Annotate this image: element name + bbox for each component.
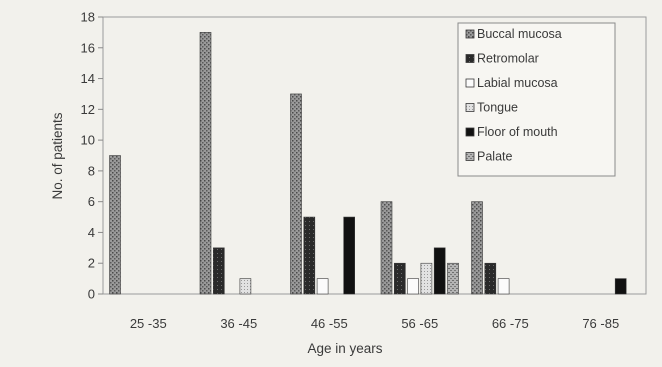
bar-labial-mucosa-5 — [497, 278, 510, 295]
legend-swatch — [465, 54, 475, 63]
bar-buccal-mucosa-3 — [290, 93, 302, 295]
y-axis-title: No. of patients — [50, 112, 65, 199]
bar-retromolar-3 — [303, 216, 316, 295]
bar-buccal-mucosa-5 — [471, 201, 483, 295]
bar-retromolar-4 — [393, 262, 406, 295]
x-tick-label: 56 -65 — [401, 316, 438, 331]
x-tick-label: 36 -45 — [220, 316, 257, 331]
y-tick-label: 14 — [81, 71, 95, 86]
legend-label: Labial mucosa — [477, 76, 558, 90]
bar-buccal-mucosa-1 — [109, 155, 121, 295]
bar-labial-mucosa-4 — [407, 278, 419, 295]
bar-tongue-4 — [420, 262, 433, 295]
legend-label: Palate — [477, 150, 512, 164]
bar-retromolar-5 — [484, 262, 497, 295]
y-axis: 0 2 4 6 8 10 12 14 16 18 — [81, 10, 103, 302]
bar-tongue-2 — [239, 278, 252, 295]
y-tick-label: 12 — [81, 102, 95, 117]
y-tick-label: 10 — [81, 133, 95, 148]
bars-group — [109, 32, 627, 295]
x-tick-label: 46 -55 — [311, 316, 348, 331]
plot-border — [102, 16, 647, 295]
legend-box — [457, 22, 616, 177]
legend-swatch — [465, 29, 475, 39]
y-tick-label: 18 — [81, 10, 95, 25]
y-tick-label: 0 — [88, 287, 95, 302]
y-tick-label: 8 — [88, 163, 95, 178]
legend-swatch — [465, 127, 475, 137]
legend-label: Retromolar — [477, 52, 539, 66]
y-tick-label: 6 — [88, 194, 95, 209]
legend-swatch — [465, 103, 475, 112]
legend: Buccal mucosa Retromolar Labial mucosa Tong… — [457, 22, 616, 177]
bar-floor-of-mouth-6 — [614, 278, 627, 295]
legend-items: Buccal mucosa Retromolar Labial mucosa Tong… — [465, 27, 562, 164]
x-tick-label: 66 -75 — [492, 316, 529, 331]
bar-floor-of-mouth-4 — [433, 247, 446, 295]
x-tick-label: 25 -35 — [130, 316, 167, 331]
x-tick-label: 76 -85 — [582, 316, 619, 331]
legend-swatch — [465, 152, 475, 161]
legend-label: Floor of mouth — [477, 125, 558, 139]
bar-floor-of-mouth-3 — [343, 216, 356, 295]
bar-buccal-mucosa-4 — [380, 201, 393, 295]
y-tick-label: 2 — [88, 256, 95, 271]
bar-buccal-mucosa-2 — [199, 32, 212, 295]
x-axis: 25 -35 36 -45 46 -55 56 -65 66 -75 76 -85 — [130, 316, 619, 331]
bar-labial-mucosa-3 — [316, 278, 329, 295]
y-tick-label: 4 — [88, 225, 95, 240]
bar-retromolar-2 — [213, 247, 225, 295]
bar-palate-4 — [447, 262, 459, 295]
legend-label: Tongue — [477, 101, 518, 115]
legend-label: Buccal mucosa — [477, 27, 562, 41]
legend-swatch — [465, 78, 475, 88]
y-tick-label: 16 — [81, 40, 95, 55]
x-axis-title: Age in years — [307, 341, 382, 356]
